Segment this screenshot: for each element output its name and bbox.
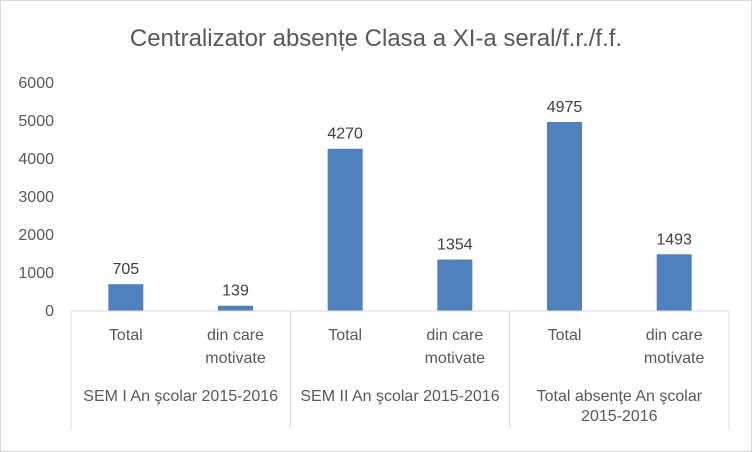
bar bbox=[656, 254, 692, 311]
x-axis: Total din care motivate SEM I An şcolar 201… bbox=[70, 310, 730, 429]
chart-title: Centralizator absențe Clasa a XI-a seral… bbox=[130, 25, 622, 52]
data-label: 4270 bbox=[327, 126, 363, 143]
bar bbox=[108, 284, 144, 311]
bar bbox=[218, 305, 253, 311]
bar bbox=[327, 148, 363, 311]
y-tick-label: 4000 bbox=[18, 151, 54, 168]
y-tick-label: 0 bbox=[45, 303, 54, 320]
x-category-label: Total bbox=[328, 327, 362, 344]
y-tick-label: 6000 bbox=[18, 75, 54, 92]
y-tick-label: 2000 bbox=[18, 227, 54, 244]
x-category-label: din care motivate bbox=[644, 327, 705, 367]
data-label: 1493 bbox=[656, 231, 692, 248]
x-category-label: Total bbox=[548, 327, 582, 344]
bar bbox=[437, 259, 473, 311]
x-category-label: Total bbox=[109, 327, 143, 344]
x-category-label: din care motivate bbox=[425, 327, 486, 367]
bar bbox=[547, 121, 582, 311]
y-tick-label: 1000 bbox=[18, 265, 54, 282]
bar-series bbox=[108, 121, 692, 311]
x-group-label: SEM II An şcolar 2015-2016 bbox=[300, 388, 499, 405]
x-group-label: SEM I An şcolar 2015-2016 bbox=[83, 388, 278, 405]
data-label: 1354 bbox=[437, 237, 473, 254]
data-labels: 705 139 4270 1354 4975 1493 bbox=[112, 99, 692, 300]
x-group-label: Total absenţe An şcolar 2015-2016 bbox=[537, 388, 703, 425]
data-label: 4975 bbox=[547, 99, 583, 116]
data-label: 705 bbox=[112, 261, 139, 278]
y-axis: 0 1000 2000 3000 4000 5000 6000 bbox=[18, 75, 54, 320]
x-category-label: din care motivate bbox=[205, 327, 266, 367]
data-label: 139 bbox=[222, 283, 249, 300]
y-tick-label: 5000 bbox=[18, 113, 54, 130]
y-tick-label: 3000 bbox=[18, 189, 54, 206]
